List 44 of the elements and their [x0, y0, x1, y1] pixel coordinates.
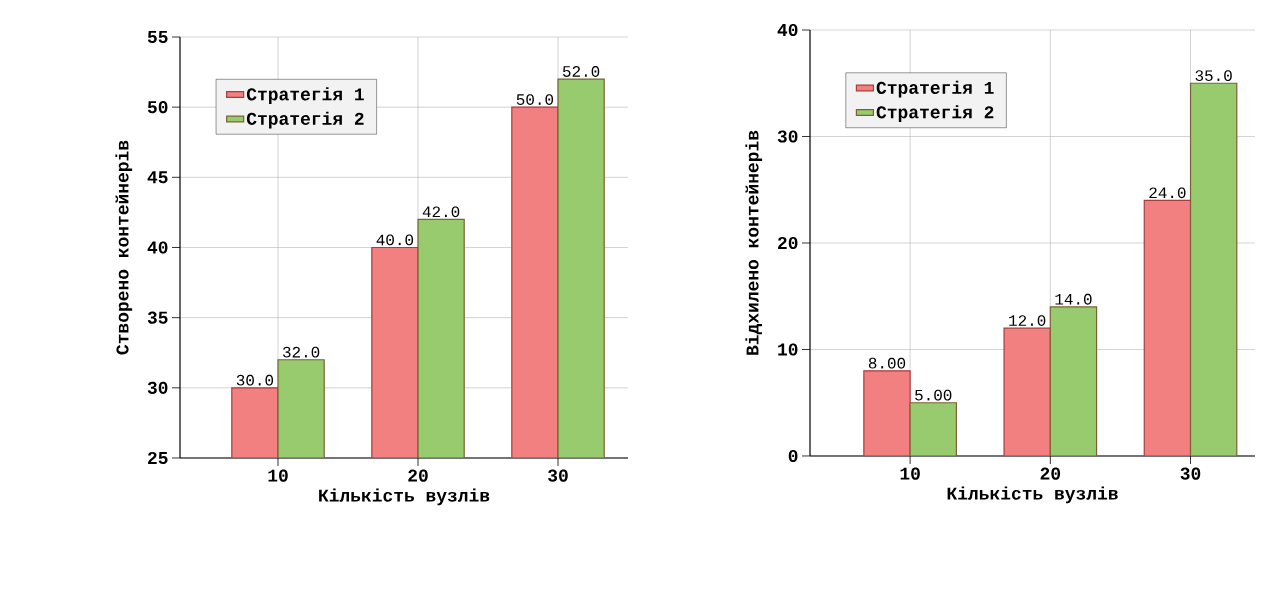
data-label: 50.0	[516, 94, 554, 105]
data-label: 52.0	[562, 66, 600, 77]
data-label: 30.0	[236, 374, 274, 386]
data-label: 40.0	[376, 234, 414, 246]
data-label: 5.00	[915, 389, 952, 401]
y-tick-label: 0	[788, 449, 798, 463]
x-tick-label: 20	[1040, 467, 1061, 480]
y-tick-label: 25	[148, 451, 168, 465]
y-tick-label: 50	[147, 101, 168, 114]
data-label: 24.0	[1149, 187, 1186, 199]
legend-label: Стратегія 1	[246, 87, 364, 104]
x-tick-label: 10	[268, 469, 288, 482]
y-tick-label: 55	[147, 30, 168, 43]
x-axis-title: Кількість вузлів	[319, 488, 490, 506]
x-tick-label: 30	[548, 469, 568, 482]
data-label: 32.0	[282, 346, 320, 358]
data-label: 8.00	[868, 357, 906, 369]
y-tick-label: 10	[778, 343, 798, 356]
bar	[1049, 306, 1098, 456]
data-label: 14.0	[1055, 293, 1092, 305]
bar	[909, 402, 957, 456]
data-label: 42.0	[422, 206, 460, 218]
y-tick-label: 40	[777, 23, 798, 37]
legend-label: Стратегія 2	[876, 105, 994, 122]
y-tick-label: 40	[147, 241, 168, 254]
bar	[1189, 82, 1238, 456]
bar	[863, 370, 911, 456]
bar	[1003, 327, 1051, 456]
y-axis-title: Створено контейнерів	[115, 140, 133, 355]
y-tick-label: 35	[147, 311, 168, 324]
bar	[1143, 199, 1192, 456]
y-tick-label: 45	[147, 171, 168, 184]
data-label: 12.0	[1009, 315, 1046, 326]
x-axis-title: Кількість вузлів	[947, 486, 1118, 504]
x-tick-label: 10	[900, 467, 920, 480]
y-tick-label: 30	[777, 130, 798, 143]
y-axis-title: Відхилено контейнерів	[745, 130, 763, 355]
legend-label: Стратегія 1	[876, 80, 994, 98]
y-tick-label: 30	[147, 381, 168, 394]
x-tick-label: 20	[408, 469, 428, 482]
y-tick-label: 20	[778, 236, 798, 250]
legend-label: Стратегія 2	[246, 111, 364, 129]
data-label: 35.0	[1195, 70, 1232, 82]
x-tick-label: 30	[1180, 467, 1201, 480]
